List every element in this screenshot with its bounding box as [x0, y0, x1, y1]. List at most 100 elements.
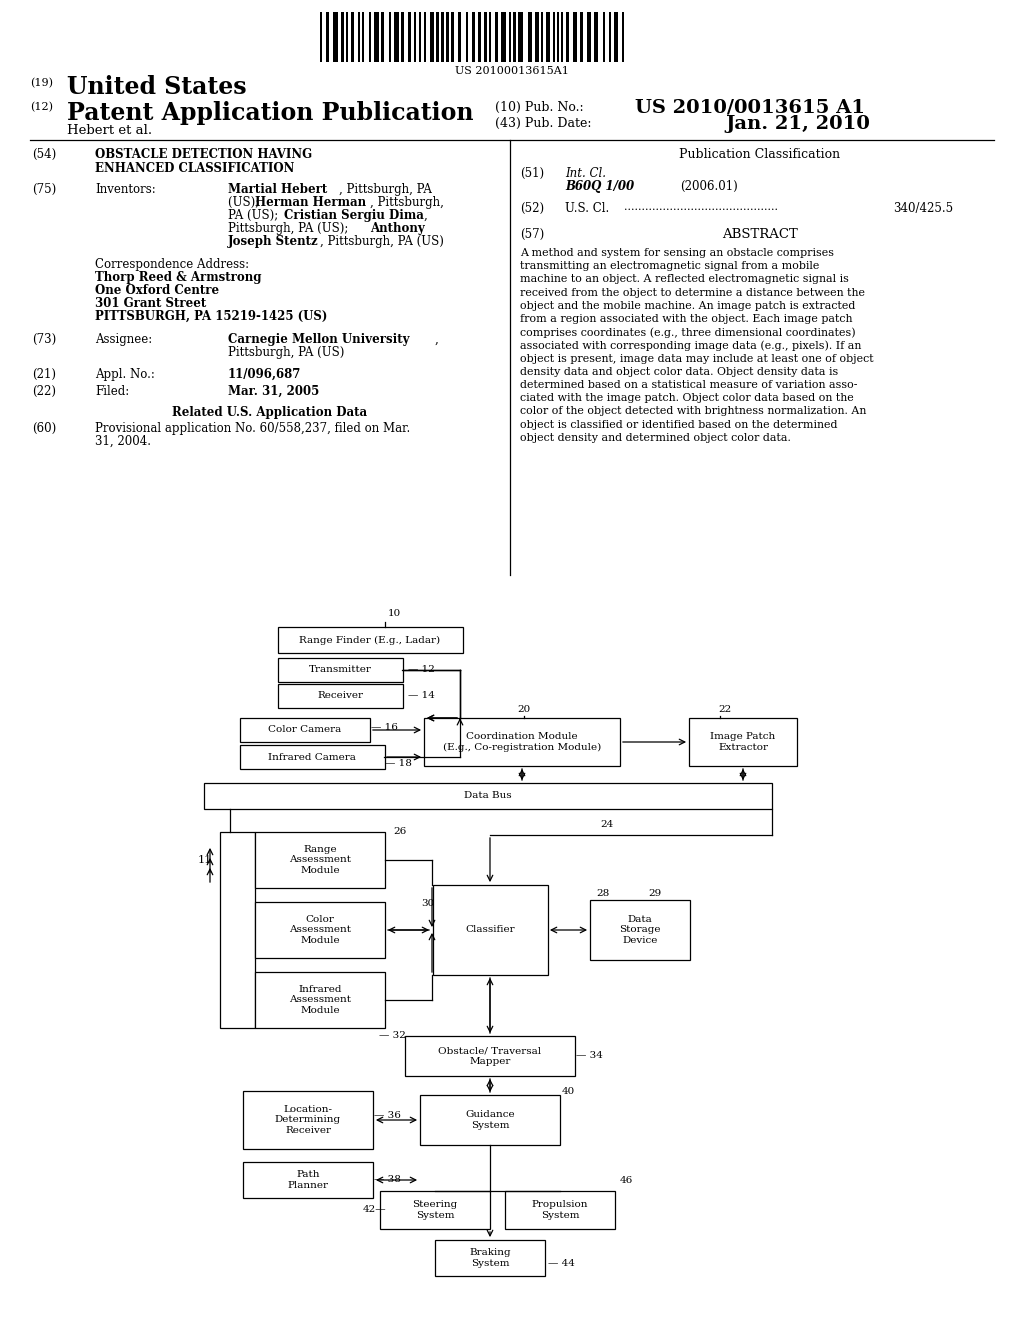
- Bar: [603, 12, 605, 62]
- Bar: [441, 12, 444, 62]
- FancyBboxPatch shape: [204, 783, 772, 809]
- Text: ,: ,: [424, 209, 428, 222]
- Text: ciated with the image patch. Object color data based on the: ciated with the image patch. Object colo…: [520, 393, 854, 403]
- Bar: [436, 12, 439, 62]
- Text: 28: 28: [596, 888, 609, 898]
- FancyBboxPatch shape: [243, 1092, 373, 1148]
- Text: 11: 11: [198, 855, 212, 865]
- Bar: [346, 12, 348, 62]
- Text: associated with corresponding image data (e.g., pixels). If an: associated with corresponding image data…: [520, 341, 861, 351]
- Text: OBSTACLE DETECTION HAVING: OBSTACLE DETECTION HAVING: [95, 148, 312, 161]
- Text: ............................................: ........................................…: [624, 202, 778, 213]
- Text: Color Camera: Color Camera: [268, 726, 342, 734]
- Text: — 38: — 38: [374, 1176, 400, 1184]
- Text: from a region associated with the object. Each image patch: from a region associated with the object…: [520, 314, 853, 323]
- Text: (21): (21): [32, 368, 56, 381]
- Text: B60Q 1/00: B60Q 1/00: [565, 180, 634, 193]
- Bar: [573, 12, 577, 62]
- Bar: [369, 12, 371, 62]
- Text: Filed:: Filed:: [95, 385, 129, 399]
- FancyBboxPatch shape: [240, 718, 370, 742]
- Bar: [541, 12, 543, 62]
- Text: Range
Assessment
Module: Range Assessment Module: [289, 845, 351, 875]
- Text: — 34: — 34: [575, 1052, 603, 1060]
- Text: (19): (19): [30, 78, 53, 88]
- Bar: [446, 12, 449, 62]
- Text: Classifier: Classifier: [465, 925, 515, 935]
- Text: (12): (12): [30, 102, 53, 112]
- Text: Transmitter: Transmitter: [308, 665, 372, 675]
- FancyBboxPatch shape: [380, 1191, 490, 1229]
- Text: 30: 30: [421, 899, 434, 908]
- Bar: [501, 12, 506, 62]
- Text: (US);: (US);: [228, 195, 263, 209]
- Text: object is present, image data may include at least one of object: object is present, image data may includ…: [520, 354, 873, 363]
- Text: Joseph Stentz: Joseph Stentz: [228, 235, 318, 248]
- Text: 29: 29: [648, 888, 662, 898]
- Text: Patent Application Publication: Patent Application Publication: [67, 102, 473, 125]
- Text: Related U.S. Application Data: Related U.S. Application Data: [172, 407, 368, 418]
- Bar: [408, 12, 411, 62]
- Text: PA (US);: PA (US);: [228, 209, 282, 222]
- Bar: [528, 12, 532, 62]
- FancyBboxPatch shape: [432, 884, 548, 975]
- Text: Pittsburgh, PA (US);: Pittsburgh, PA (US);: [228, 222, 352, 235]
- Bar: [484, 12, 487, 62]
- Text: (43) Pub. Date:: (43) Pub. Date:: [495, 117, 592, 129]
- FancyBboxPatch shape: [278, 684, 402, 708]
- Text: received from the object to determine a distance between the: received from the object to determine a …: [520, 288, 865, 297]
- Text: Carnegie Mellon University: Carnegie Mellon University: [228, 333, 410, 346]
- Text: Anthony: Anthony: [370, 222, 425, 235]
- Bar: [414, 12, 416, 62]
- Bar: [489, 12, 490, 62]
- Text: object is classified or identified based on the determined: object is classified or identified based…: [520, 420, 838, 429]
- Text: A method and system for sensing an obstacle comprises: A method and system for sensing an obsta…: [520, 248, 834, 257]
- Bar: [614, 12, 618, 62]
- Text: Obstacle/ Traversal
Mapper: Obstacle/ Traversal Mapper: [438, 1047, 542, 1065]
- Text: Herman Herman: Herman Herman: [255, 195, 367, 209]
- Text: Data
Storage
Device: Data Storage Device: [620, 915, 660, 945]
- Bar: [472, 12, 475, 62]
- Text: , Pittsburgh, PA: , Pittsburgh, PA: [339, 183, 432, 195]
- Text: (60): (60): [32, 422, 56, 436]
- Text: Provisional application No. 60/558,237, filed on Mar.: Provisional application No. 60/558,237, …: [95, 422, 411, 436]
- Bar: [580, 12, 583, 62]
- Text: Assignee:: Assignee:: [95, 333, 153, 346]
- Text: (73): (73): [32, 333, 56, 346]
- Text: 11/096,687: 11/096,687: [228, 368, 301, 381]
- Text: Pittsburgh, PA (US): Pittsburgh, PA (US): [228, 346, 344, 359]
- Bar: [401, 12, 404, 62]
- Text: (52): (52): [520, 202, 544, 215]
- Text: Cristian Sergiu Dima: Cristian Sergiu Dima: [284, 209, 424, 222]
- Text: US 20100013615A1: US 20100013615A1: [455, 66, 569, 77]
- Text: Thorp Reed & Armstrong: Thorp Reed & Armstrong: [95, 271, 261, 284]
- Bar: [509, 12, 511, 62]
- Text: Correspondence Address:: Correspondence Address:: [95, 257, 249, 271]
- Text: Martial Hebert: Martial Hebert: [228, 183, 328, 195]
- Text: 24: 24: [600, 820, 613, 829]
- Text: Image Patch
Extractor: Image Patch Extractor: [711, 733, 775, 751]
- Text: machine to an object. A reflected electromagnetic signal is: machine to an object. A reflected electr…: [520, 275, 849, 284]
- Bar: [466, 12, 468, 62]
- Text: Appl. No.:: Appl. No.:: [95, 368, 155, 381]
- Text: determined based on a statistical measure of variation asso-: determined based on a statistical measur…: [520, 380, 857, 389]
- Text: Location-
Determining
Receiver: Location- Determining Receiver: [274, 1105, 341, 1135]
- FancyBboxPatch shape: [278, 627, 463, 653]
- Text: Infrared Camera: Infrared Camera: [268, 752, 356, 762]
- Text: (54): (54): [32, 148, 56, 161]
- Bar: [358, 12, 360, 62]
- Text: ENHANCED CLASSIFICATION: ENHANCED CLASSIFICATION: [95, 162, 294, 176]
- Text: Mar. 31, 2005: Mar. 31, 2005: [228, 385, 319, 399]
- Text: Range Finder (E.g., Ladar): Range Finder (E.g., Ladar): [299, 635, 440, 644]
- Bar: [566, 12, 569, 62]
- FancyBboxPatch shape: [255, 972, 385, 1028]
- FancyBboxPatch shape: [243, 1162, 373, 1199]
- FancyBboxPatch shape: [255, 832, 385, 888]
- Text: (2006.01): (2006.01): [680, 180, 737, 193]
- Text: Path
Planner: Path Planner: [288, 1171, 329, 1189]
- Text: ABSTRACT: ABSTRACT: [722, 228, 798, 242]
- Text: 301 Grant Street: 301 Grant Street: [95, 297, 206, 310]
- FancyBboxPatch shape: [689, 718, 797, 766]
- FancyBboxPatch shape: [240, 744, 384, 770]
- Text: Guidance
System: Guidance System: [465, 1110, 515, 1130]
